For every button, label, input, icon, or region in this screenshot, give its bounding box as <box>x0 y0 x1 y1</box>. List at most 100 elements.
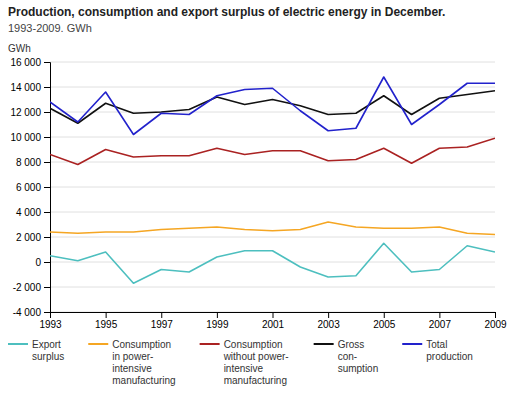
chart: Production, consumption and export surpl… <box>0 0 509 397</box>
y-tick: 12 000 <box>10 107 50 118</box>
legend-entry: Consumptionin power-intensivemanufacturi… <box>88 339 175 386</box>
x-tick-mark <box>495 312 496 318</box>
grid-line <box>50 212 495 213</box>
y-tick: -4 000 <box>13 307 50 318</box>
series-line <box>50 138 495 164</box>
series-line <box>50 77 495 135</box>
y-tick-label: 14 000 <box>10 82 41 93</box>
legend-entry: Grosscon-sumption <box>314 339 379 374</box>
x-tick: 2005 <box>373 312 396 330</box>
x-tick-label: 1995 <box>95 319 118 330</box>
x-tick-label: 1993 <box>39 319 62 330</box>
grid-line <box>50 162 495 163</box>
x-axis-line <box>51 313 496 319</box>
x-tick-label: 2001 <box>262 319 285 330</box>
y-tick: -2 000 <box>13 282 50 293</box>
y-tick-label: 4 000 <box>16 207 41 218</box>
x-tick-label: 2005 <box>373 319 396 330</box>
x-tick: 1995 <box>95 312 118 330</box>
y-tick-mark <box>44 287 50 288</box>
grid-line <box>50 287 495 288</box>
y-axis-line <box>44 63 51 313</box>
legend-entry: Exportsurplus <box>8 339 64 362</box>
y-tick: 2 000 <box>16 232 50 243</box>
grid <box>50 62 495 312</box>
series-line <box>50 222 495 235</box>
y-tick: 8 000 <box>16 157 50 168</box>
y-tick-mark <box>44 312 50 313</box>
grid-line <box>50 62 495 63</box>
x-tick-label: 2007 <box>429 319 452 330</box>
legend-label: Consumptionwithout power-intensivemanufa… <box>223 339 289 386</box>
legend-label: Exportsurplus <box>32 339 64 362</box>
y-tick-mark <box>44 87 50 88</box>
y-tick-label: 8 000 <box>16 157 41 168</box>
y-tick-label: 10 000 <box>10 132 41 143</box>
x-axis: 1993 1995 1997 1999 2001 2003 2005 2007 2009 <box>39 312 507 330</box>
y-tick-mark <box>44 137 50 138</box>
y-tick-label: 2 000 <box>16 232 41 243</box>
x-tick: 2003 <box>318 312 341 330</box>
grid-line <box>50 87 495 88</box>
y-axis: -4 000 -2 000 0 2 000 4 000 6 000 8 000 10 000 1… <box>10 57 50 318</box>
x-tick-mark <box>217 312 218 318</box>
x-tick: 2007 <box>429 312 452 330</box>
x-tick-mark <box>328 312 329 318</box>
title: Production, consumption and export surpl… <box>8 5 445 19</box>
y-tick-label: 6 000 <box>16 182 41 193</box>
y-tick-label: 16 000 <box>10 57 41 68</box>
y-tick-mark <box>44 262 50 263</box>
y-tick: 10 000 <box>10 132 50 143</box>
y-tick-label: 12 000 <box>10 107 41 118</box>
legend-label: Grosscon-sumption <box>338 339 379 374</box>
grid-line <box>50 187 495 188</box>
y-tick: 6 000 <box>16 182 50 193</box>
legend-swatch <box>314 343 334 345</box>
x-tick: 1997 <box>151 312 174 330</box>
series-line <box>50 91 495 124</box>
x-tick-mark <box>273 312 274 318</box>
legend-label: Totalproduction <box>426 339 473 362</box>
y-tick: 4 000 <box>16 207 50 218</box>
legend: Exportsurplus Consumptionin power-intensi… <box>8 339 473 386</box>
x-tick-label: 1997 <box>151 319 174 330</box>
y-tick: 0 <box>35 257 50 268</box>
x-tick: 1993 <box>39 312 62 330</box>
x-tick-mark <box>161 312 162 318</box>
grid-line <box>50 262 495 263</box>
y-tick-mark <box>44 112 50 113</box>
y-axis-label: GWh <box>8 43 31 54</box>
x-tick: 1999 <box>206 312 229 330</box>
lines <box>50 77 495 283</box>
x-tick-mark <box>439 312 440 318</box>
grid-line <box>50 137 495 138</box>
x-tick: 2001 <box>262 312 285 330</box>
y-tick-label: -4 000 <box>13 307 42 318</box>
y-tick: 16 000 <box>10 57 50 68</box>
x-tick-mark <box>50 312 51 318</box>
legend-swatch <box>402 343 422 345</box>
grid-line <box>50 237 495 238</box>
x-tick-mark <box>106 312 107 318</box>
y-tick-label: -2 000 <box>13 282 42 293</box>
x-tick: 2009 <box>484 312 507 330</box>
legend-swatch <box>200 343 220 345</box>
legend-entry: Consumptionwithout power-intensivemanufa… <box>200 339 289 386</box>
series-line <box>50 243 495 283</box>
y-tick-mark <box>44 162 50 163</box>
y-tick-mark <box>44 212 50 213</box>
legend-swatch <box>8 343 28 345</box>
y-tick-mark <box>44 237 50 238</box>
legend-swatch <box>88 343 108 345</box>
x-tick-label: 2003 <box>318 319 341 330</box>
y-tick-label: 0 <box>35 257 41 268</box>
y-tick-mark <box>44 62 50 63</box>
y-tick: 14 000 <box>10 82 50 93</box>
y-tick-mark <box>44 187 50 188</box>
legend-label: Consumptionin power-intensivemanufacturi… <box>112 339 175 386</box>
subtitle: 1993-2009. GWh <box>8 22 92 34</box>
legend-entry: Totalproduction <box>402 339 473 362</box>
x-tick-label: 1999 <box>206 319 229 330</box>
plot: -4 000 -2 000 0 2 000 4 000 6 000 8 000 10 000 1… <box>10 57 507 330</box>
x-tick-mark <box>384 312 385 318</box>
